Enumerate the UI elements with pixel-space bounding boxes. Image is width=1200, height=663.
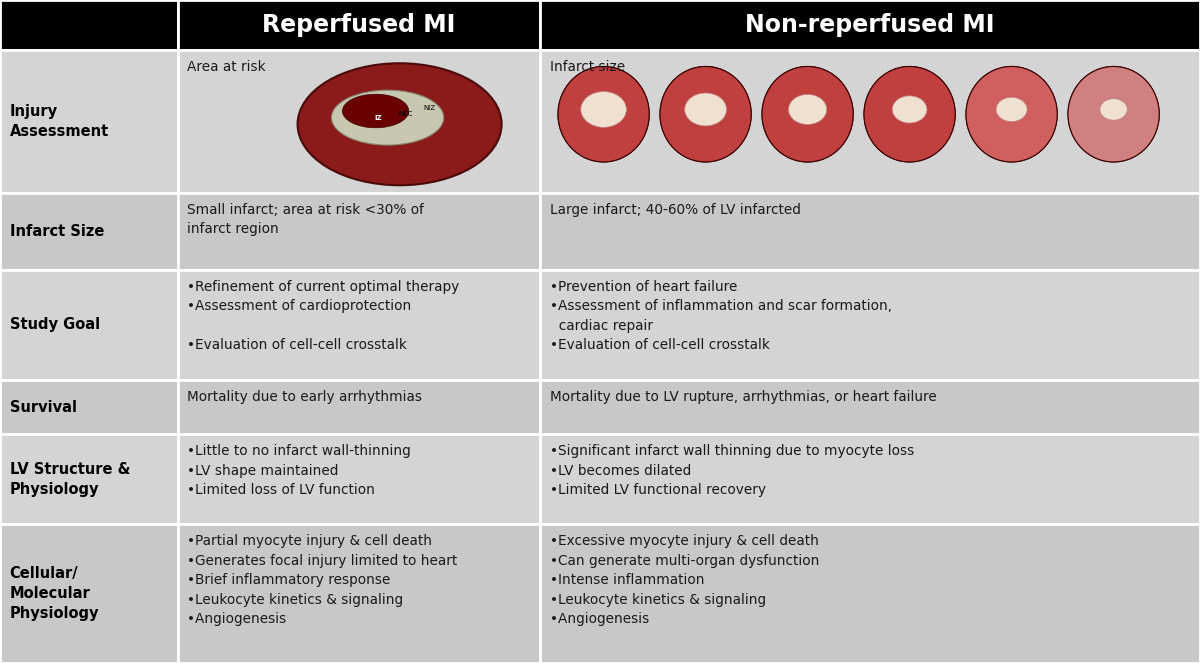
Bar: [0, 193, 178, 270]
Bar: [178, 434, 540, 524]
Text: •Partial myocyte injury & cell death
•Generates focal injury limited to heart
•B: •Partial myocyte injury & cell death •Ge…: [187, 534, 457, 627]
Text: •Significant infarct wall thinning due to myocyte loss
•LV becomes dilated
•Limi: •Significant infarct wall thinning due t…: [550, 444, 914, 497]
Ellipse shape: [1100, 99, 1127, 120]
Bar: [0, 380, 178, 434]
Bar: [178, 50, 540, 193]
Ellipse shape: [996, 97, 1027, 121]
Text: Area at risk: Area at risk: [187, 60, 266, 74]
Text: Infarct Size: Infarct Size: [10, 224, 104, 239]
Text: •Excessive myocyte injury & cell death
•Can generate multi-organ dysfunction
•In: •Excessive myocyte injury & cell death •…: [550, 534, 818, 627]
Bar: [540, 50, 1200, 193]
Bar: [0, 434, 178, 524]
Ellipse shape: [660, 66, 751, 162]
Text: Survival: Survival: [10, 400, 77, 414]
Bar: [540, 380, 1200, 434]
Ellipse shape: [996, 97, 1027, 121]
Ellipse shape: [685, 93, 726, 126]
Bar: [540, 434, 1200, 524]
Text: Mortality due to LV rupture, arrhythmias, or heart failure: Mortality due to LV rupture, arrhythmias…: [550, 390, 936, 404]
Text: Non-reperfused MI: Non-reperfused MI: [745, 13, 995, 37]
Ellipse shape: [331, 90, 444, 145]
Ellipse shape: [893, 96, 926, 123]
Ellipse shape: [893, 96, 926, 123]
Text: Reperfused MI: Reperfused MI: [262, 13, 456, 37]
Text: Mortality due to early arrhythmias: Mortality due to early arrhythmias: [187, 390, 422, 404]
Text: Large infarct; 40-60% of LV infarcted: Large infarct; 40-60% of LV infarcted: [550, 203, 800, 217]
Text: •Prevention of heart failure
•Assessment of inflammation and scar formation,
  c: •Prevention of heart failure •Assessment…: [550, 280, 892, 352]
Text: Injury
Assessment: Injury Assessment: [10, 104, 109, 139]
Ellipse shape: [685, 93, 726, 126]
Ellipse shape: [864, 66, 955, 162]
Ellipse shape: [558, 66, 649, 162]
Ellipse shape: [966, 66, 1057, 162]
Ellipse shape: [342, 94, 409, 128]
Bar: [0, 50, 178, 193]
Ellipse shape: [558, 66, 649, 162]
Ellipse shape: [762, 66, 853, 162]
Text: Infarct size: Infarct size: [550, 60, 625, 74]
Bar: [540, 270, 1200, 380]
Ellipse shape: [660, 66, 751, 162]
Text: •Little to no infarct wall-thinning
•LV shape maintained
•Limited loss of LV fun: •Little to no infarct wall-thinning •LV …: [187, 444, 410, 497]
Text: IZ: IZ: [374, 115, 382, 121]
Ellipse shape: [762, 66, 853, 162]
Ellipse shape: [788, 94, 827, 125]
Bar: [0, 270, 178, 380]
Bar: [178, 0, 540, 50]
Ellipse shape: [581, 91, 626, 127]
Ellipse shape: [864, 66, 955, 162]
Ellipse shape: [1068, 66, 1159, 162]
Text: Small infarct; area at risk <30% of
infarct region: Small infarct; area at risk <30% of infa…: [187, 203, 424, 237]
Ellipse shape: [298, 63, 502, 185]
Text: NEC: NEC: [398, 111, 413, 117]
Ellipse shape: [966, 66, 1057, 162]
Bar: [178, 524, 540, 663]
Bar: [540, 0, 1200, 50]
Ellipse shape: [1100, 99, 1127, 120]
Text: NIZ: NIZ: [424, 105, 436, 111]
Text: LV Structure &
Physiology: LV Structure & Physiology: [10, 462, 130, 497]
Ellipse shape: [1068, 66, 1159, 162]
Text: Cellular/
Molecular
Physiology: Cellular/ Molecular Physiology: [10, 566, 100, 621]
Bar: [178, 193, 540, 270]
Bar: [178, 270, 540, 380]
Bar: [550, 66, 1200, 176]
Bar: [178, 380, 540, 434]
Bar: [0, 524, 178, 663]
Ellipse shape: [788, 94, 827, 125]
Bar: [540, 524, 1200, 663]
Bar: [0, 0, 178, 50]
Text: •Refinement of current optimal therapy
•Assessment of cardioprotection

•Evaluat: •Refinement of current optimal therapy •…: [187, 280, 460, 352]
Bar: [540, 193, 1200, 270]
Ellipse shape: [581, 91, 626, 127]
Text: Study Goal: Study Goal: [10, 317, 100, 332]
